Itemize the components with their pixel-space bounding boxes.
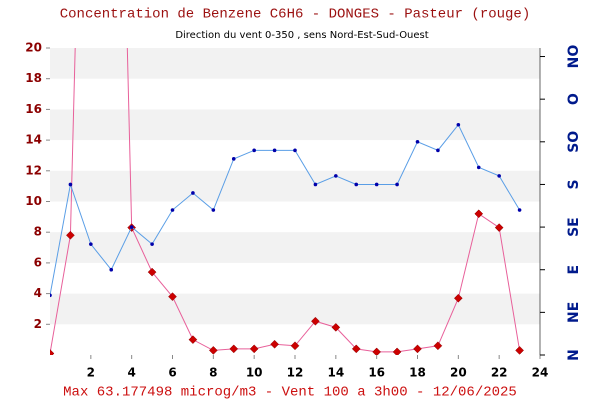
marker xyxy=(334,174,338,178)
marker xyxy=(188,335,198,345)
y-tick-label: 16 xyxy=(25,102,42,116)
marker xyxy=(453,293,463,303)
marker xyxy=(89,242,93,246)
marker xyxy=(168,292,177,302)
marker xyxy=(474,209,484,219)
marker xyxy=(354,182,359,187)
marker xyxy=(331,323,341,332)
marker xyxy=(415,140,420,144)
marker xyxy=(66,230,75,240)
marker xyxy=(515,346,524,355)
y2-tick-label: O xyxy=(566,93,582,105)
y-tick-label: 4 xyxy=(34,286,42,300)
x-tick-label: 2 xyxy=(87,366,95,380)
marker xyxy=(311,316,320,326)
marker xyxy=(270,339,279,349)
marker xyxy=(150,242,154,246)
marker xyxy=(476,165,481,170)
marker xyxy=(494,223,504,232)
marker xyxy=(147,267,157,277)
marker xyxy=(109,267,114,272)
marker xyxy=(129,225,134,229)
marker xyxy=(208,346,218,355)
band xyxy=(50,48,540,79)
marker xyxy=(313,182,318,187)
marker xyxy=(517,208,522,212)
chart-footer: Max 63.177498 microg/m3 - Vent 100 a 3h0… xyxy=(63,385,517,400)
y2-tick-label: SE xyxy=(566,217,582,237)
x-tick-label: 8 xyxy=(209,366,217,380)
band xyxy=(50,293,540,325)
marker xyxy=(436,148,440,153)
marker xyxy=(170,208,175,212)
marker xyxy=(50,349,55,355)
y2-tick-label: S xyxy=(566,179,582,189)
x-tick-label: 14 xyxy=(327,366,344,380)
series-line xyxy=(50,48,521,354)
y2-tick-label: NO xyxy=(566,45,582,69)
marker xyxy=(191,191,195,195)
chart-subtitle: Direction du vent 0-350 , sens Nord-Est-… xyxy=(175,30,428,41)
y2-tick-label: NE xyxy=(566,302,582,323)
x-tick-label: 20 xyxy=(450,366,467,380)
marker xyxy=(413,344,422,354)
marker xyxy=(272,148,277,153)
y-tick-label: 14 xyxy=(25,133,42,147)
marker xyxy=(456,122,461,127)
x-tick-label: 12 xyxy=(287,366,304,380)
band xyxy=(50,109,540,141)
x-tick-label: 6 xyxy=(168,366,176,380)
marker xyxy=(252,148,256,153)
y2-tick-label: SO xyxy=(566,131,582,153)
marker xyxy=(372,347,382,355)
marker xyxy=(229,344,239,354)
y-tick-label: 6 xyxy=(34,255,42,269)
y-tick-label: 12 xyxy=(25,163,42,177)
marker xyxy=(68,182,73,187)
chart-title: Concentration de Benzene C6H6 - DONGES -… xyxy=(60,7,530,23)
x-tick-label: 22 xyxy=(491,366,508,380)
band xyxy=(50,232,540,263)
x-tick-label: 4 xyxy=(127,366,135,380)
plot xyxy=(50,48,524,355)
marker xyxy=(290,341,300,351)
x-tick-label: 16 xyxy=(368,366,385,380)
marker xyxy=(231,157,236,161)
y2-tick-label: E xyxy=(566,265,582,275)
marker xyxy=(211,208,216,212)
marker xyxy=(433,341,443,351)
marker xyxy=(351,344,361,354)
x-tick-label: 24 xyxy=(532,366,549,380)
marker xyxy=(392,347,402,355)
x-tick-label: 10 xyxy=(246,366,263,380)
x-tick-label: 18 xyxy=(409,366,426,380)
y-tick-label: 2 xyxy=(34,317,42,331)
marker xyxy=(497,174,501,178)
marker xyxy=(50,293,52,298)
band xyxy=(50,170,540,202)
series-line xyxy=(50,123,521,296)
marker xyxy=(374,182,379,187)
marker xyxy=(395,182,399,187)
y2-tick-label: N xyxy=(566,349,582,361)
y-tick-label: 20 xyxy=(25,41,42,55)
marker xyxy=(249,344,259,354)
y-tick-label: 10 xyxy=(25,194,42,208)
y-tick-label: 18 xyxy=(25,71,42,85)
marker xyxy=(293,148,297,153)
y-tick-label: 8 xyxy=(34,225,42,239)
